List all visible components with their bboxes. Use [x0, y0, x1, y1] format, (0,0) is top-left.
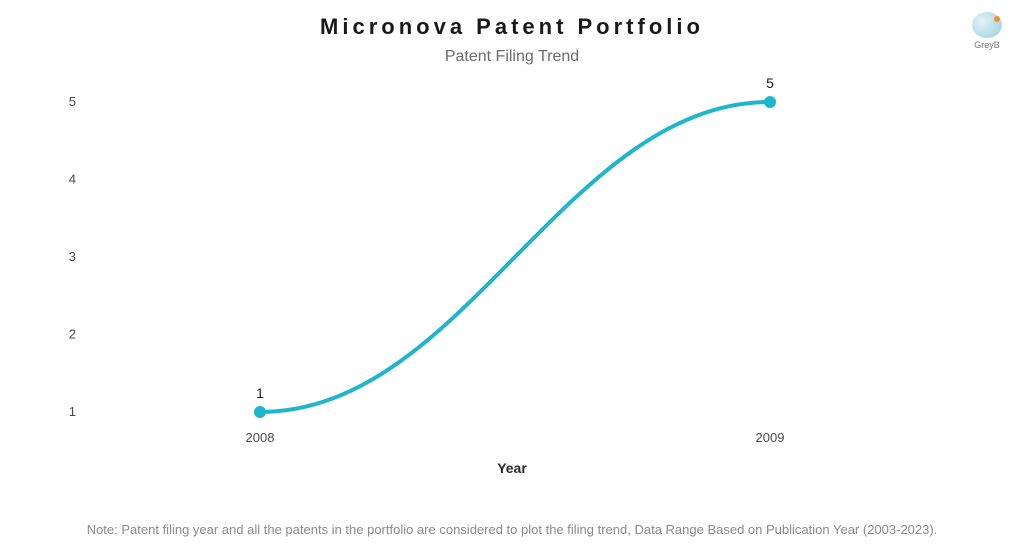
x-axis-label: Year [0, 460, 1024, 476]
y-tick-label: 1 [69, 404, 76, 419]
chart-plot-area: 123452008200915 [40, 82, 960, 462]
greyb-logo: GreyB [968, 12, 1006, 50]
chart-subtitle-text: Patent Filing Trend [445, 48, 579, 65]
chart-container: Micronova Patent Portfolio Patent Filing… [0, 0, 1024, 545]
x-tick-label: 2008 [246, 430, 275, 445]
chart-point-marker [764, 96, 776, 108]
x-axis-label-text: Year [497, 460, 527, 476]
chart-note: Note: Patent filing year and all the pat… [0, 522, 1024, 537]
chart-line [260, 102, 770, 412]
chart-point-marker [254, 406, 266, 418]
y-tick-label: 2 [69, 327, 76, 342]
y-tick-label: 3 [69, 249, 76, 264]
x-tick-label: 2009 [756, 430, 785, 445]
chart-subtitle: Patent Filing Trend [0, 48, 1024, 66]
greyb-logo-icon [972, 12, 1002, 38]
chart-svg: 123452008200915 [40, 82, 960, 462]
y-tick-label: 4 [69, 172, 76, 187]
chart-point-label: 1 [256, 385, 264, 401]
greyb-logo-label: GreyB [974, 40, 1000, 50]
chart-title: Micronova Patent Portfolio [0, 14, 1024, 40]
chart-title-text: Micronova Patent Portfolio [320, 14, 704, 39]
y-tick-label: 5 [69, 94, 76, 109]
chart-note-text: Note: Patent filing year and all the pat… [87, 522, 938, 537]
chart-point-label: 5 [766, 75, 774, 91]
